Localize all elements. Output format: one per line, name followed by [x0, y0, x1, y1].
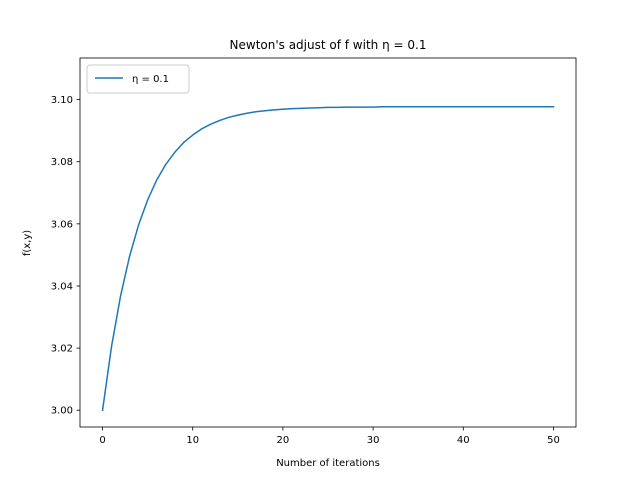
- x-tick-label-3: 30: [367, 435, 380, 446]
- series-line-0: [101, 106, 555, 412]
- x-tick-label-4: 40: [457, 435, 470, 446]
- x-tick-label-1: 10: [186, 435, 199, 446]
- y-tick-label-5: 3.10: [51, 95, 73, 106]
- y-tick-label-2: 3.04: [51, 281, 73, 292]
- x-tick-label-5: 50: [547, 435, 560, 446]
- y-tick-label-4: 3.08: [51, 157, 73, 168]
- y-axis-label: f(x,y): [22, 230, 33, 256]
- y-tick-label-1: 3.02: [51, 344, 73, 355]
- axes-frame: [79, 57, 577, 428]
- y-tick-label-0: 3.00: [51, 406, 73, 417]
- x-tick-label-0: 0: [99, 435, 105, 446]
- legend-box: [86, 64, 190, 94]
- y-tick-label-3: 3.06: [51, 219, 73, 230]
- plot-area: 0 10 20 30 40 50 3.00 3.02 3.04 3.06 3.08 3.10: [51, 57, 577, 446]
- x-axis-label: Number of iterations: [276, 458, 380, 469]
- x-tick-label-2: 20: [277, 435, 290, 446]
- chart-title: Newton's adjust of f with η = 0.1: [230, 38, 427, 52]
- legend-entry-label: η = 0.1: [132, 74, 169, 85]
- legend: η = 0.1: [86, 64, 190, 94]
